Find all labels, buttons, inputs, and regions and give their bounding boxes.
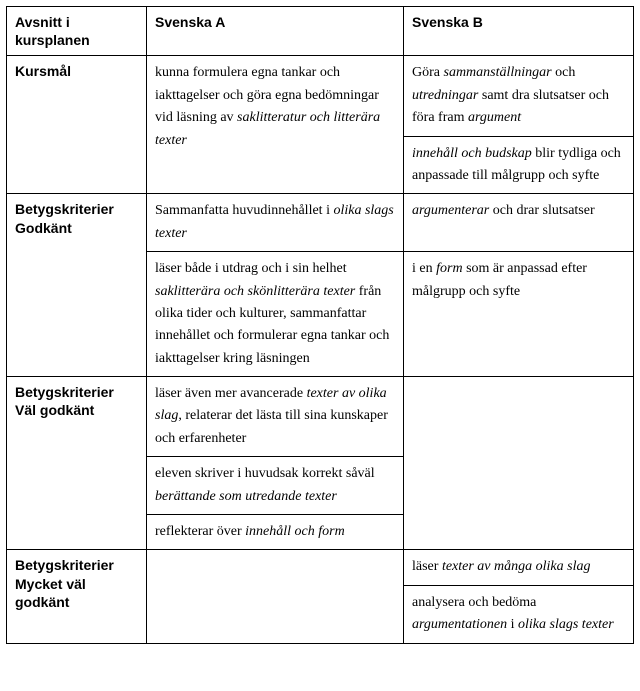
text-em: innehåll och form	[245, 524, 345, 539]
text: , relaterar det lästa till sina kunskape…	[155, 408, 388, 445]
text-em: innehåll och budskap	[412, 146, 532, 161]
godkant-a1: Sammanfatta huvudinnehållet i olika slag…	[147, 194, 404, 252]
label-valgodkant: Betygskriterier Väl godkänt	[7, 377, 147, 550]
curriculum-table: Avsnitt i kursplanen Svenska A Svenska B…	[6, 6, 634, 644]
row-mycketval-1: Betygskriterier Mycket väl godkänt läser…	[7, 550, 634, 585]
table-header-row: Avsnitt i kursplanen Svenska A Svenska B	[7, 7, 634, 56]
text: läser även mer avancerade	[155, 386, 307, 401]
text: och drar slutsatser	[489, 203, 594, 218]
text: Sammanfatta huvudinnehållet i	[155, 203, 333, 218]
text: i en	[412, 261, 436, 276]
text-em: olika slags texter	[518, 617, 614, 632]
header-svenska-a: Svenska A	[147, 7, 404, 56]
godkant-b2: i en form som är anpassad efter målgrupp…	[404, 252, 634, 377]
kursmal-b1: Göra sammanställningar och utredningar s…	[404, 56, 634, 136]
valgodkant-b-empty	[404, 377, 634, 550]
mycketval-b1: läser texter av många olika slag	[404, 550, 634, 585]
text-em: argument	[468, 110, 521, 125]
mycketval-a-empty	[147, 550, 404, 643]
kursmal-b2: innehåll och budskap blir tydliga och an…	[404, 136, 634, 194]
label-kursmal: Kursmål	[7, 56, 147, 194]
text: analysera och bedöma	[412, 595, 536, 610]
text-em: utredningar	[412, 88, 478, 103]
kursmal-a: kunna formulera egna tankar och iakttage…	[147, 56, 404, 194]
text: läser	[412, 559, 442, 574]
label-godkant: Betygskriterier Godkänt	[7, 194, 147, 377]
row-kursmal-1: Kursmål kunna formulera egna tankar och …	[7, 56, 634, 136]
text: läser både i utdrag och i sin helhet	[155, 261, 347, 276]
godkant-b1: argumenterar och drar slutsatser	[404, 194, 634, 252]
header-section: Avsnitt i kursplanen	[7, 7, 147, 56]
text-em: form	[436, 261, 462, 276]
valgodkant-a3: reflekterar över innehåll och form	[147, 515, 404, 550]
text-em: argumenterar	[412, 203, 489, 218]
valgodkant-a1: läser även mer avancerade texter av olik…	[147, 377, 404, 457]
text: och	[552, 65, 576, 80]
text: reflekterar över	[155, 524, 245, 539]
row-valgodkant-1: Betygskriterier Väl godkänt läser även m…	[7, 377, 634, 457]
godkant-a2: läser både i utdrag och i sin helhet sak…	[147, 252, 404, 377]
text: i	[507, 617, 518, 632]
text-em: saklitterära och skönlitterära texter	[155, 284, 355, 299]
text-em: argumentationen	[412, 617, 507, 632]
mycketval-b2: analysera och bedöma argumentationen i o…	[404, 585, 634, 643]
text-em: berättande som utredande texter	[155, 489, 337, 504]
label-mycketval: Betygskriterier Mycket väl godkänt	[7, 550, 147, 643]
header-svenska-b: Svenska B	[404, 7, 634, 56]
text-em: sammanställningar	[444, 65, 552, 80]
text: Göra	[412, 65, 444, 80]
text-em: texter av många olika slag	[442, 559, 591, 574]
text: eleven skriver i huvudsak korrekt såväl	[155, 466, 375, 481]
valgodkant-a2: eleven skriver i huvudsak korrekt såväl …	[147, 457, 404, 515]
row-godkant-1: Betygskriterier Godkänt Sammanfatta huvu…	[7, 194, 634, 252]
